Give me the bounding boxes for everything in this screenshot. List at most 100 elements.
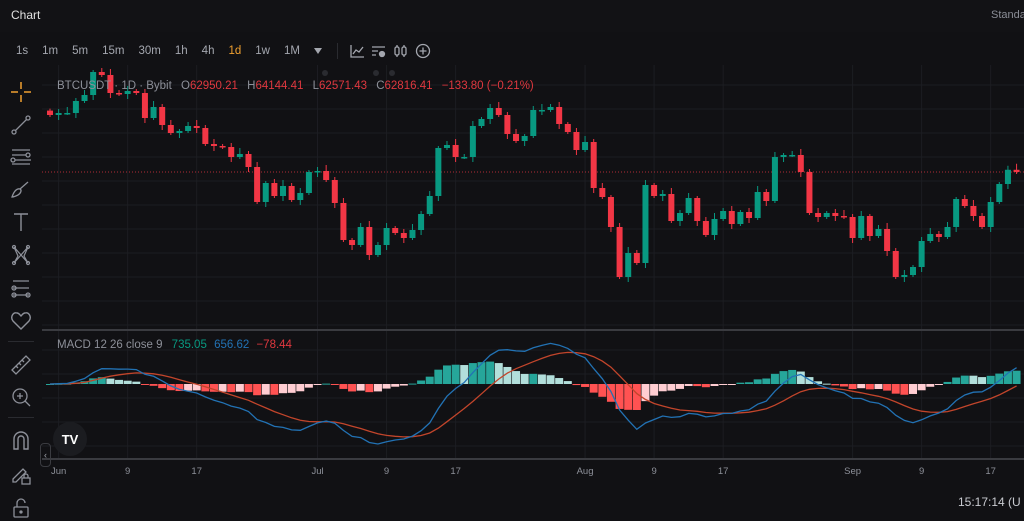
macd-histogram-bar (382, 384, 391, 389)
brush-icon[interactable] (8, 177, 34, 203)
open-label: O (181, 80, 190, 92)
lock-drawings-icon[interactable] (8, 462, 34, 488)
timeframe-5m[interactable]: 5m (72, 45, 89, 57)
macd-histogram-bar (494, 363, 503, 384)
candle-body (202, 128, 209, 144)
candle-body (193, 126, 200, 128)
timeframe-1s[interactable]: 1s (16, 45, 29, 57)
macd-histogram-bar (115, 379, 124, 384)
macd-title[interactable]: MACD 12 26 close 9 (57, 339, 163, 351)
macd-histogram-bar (244, 384, 253, 393)
macd-histogram-bar (822, 383, 831, 385)
candle-body (599, 188, 606, 197)
chart-settings-icon[interactable] (368, 41, 390, 61)
candles-icon[interactable] (390, 41, 412, 61)
add-icon[interactable] (412, 41, 434, 61)
candle-body (124, 91, 131, 94)
macd-line (49, 342, 1017, 445)
candle-body (780, 155, 787, 157)
candle-body (150, 107, 157, 118)
candle-body (875, 229, 882, 236)
macd-histogram-bar (969, 375, 978, 384)
candle-body (815, 213, 822, 217)
macd-histogram-bar (814, 381, 823, 384)
candle-body (262, 183, 269, 202)
high-label: H (247, 80, 256, 92)
candle-body (435, 148, 442, 196)
candle-body (625, 253, 632, 277)
timeframe-1m[interactable]: 1m (42, 45, 59, 57)
candle-body (47, 110, 53, 115)
macd-histogram-bar (123, 380, 132, 384)
timeframe-15m[interactable]: 15m (102, 45, 125, 57)
candle-body (443, 145, 450, 148)
symbol-title[interactable]: BTCUSDT · 1D · Bybit (57, 80, 172, 92)
candle-body (418, 214, 425, 230)
macd-histogram-bar (477, 362, 486, 384)
macd-value-1: 735.05 (171, 339, 207, 351)
candle-body (884, 229, 891, 251)
tradingview-logo[interactable]: TV (53, 422, 87, 456)
macd-histogram-bar (184, 384, 193, 391)
candle-body (676, 213, 683, 221)
macd-histogram-bar (753, 379, 762, 384)
macd-histogram-bar (736, 382, 745, 384)
macd-histogram-bar (555, 378, 564, 384)
macd-histogram-bar (615, 384, 624, 409)
macd-histogram-bar (373, 384, 382, 392)
candle-body (521, 136, 528, 141)
macd-histogram-bar (322, 383, 331, 385)
timeframe-1h[interactable]: 1h (174, 45, 188, 57)
candle-body (383, 228, 390, 245)
macd-histogram-bar (209, 384, 218, 392)
macd-value-3: −78.44 (256, 339, 292, 351)
candle-body (1004, 169, 1011, 184)
chevron-down-icon[interactable] (307, 41, 329, 61)
candle-body (81, 95, 88, 101)
trend-line-icon[interactable] (8, 112, 34, 138)
candle-body (426, 196, 433, 214)
candle-body (167, 125, 174, 133)
high-value: 64144.41 (255, 80, 304, 92)
timeframe-1w[interactable]: 1w (255, 45, 270, 57)
candle-body (487, 108, 494, 119)
candle-body (996, 184, 1003, 202)
candle-body (331, 180, 338, 203)
timeframe-30m[interactable]: 30m (138, 45, 161, 57)
candle-body (452, 145, 459, 157)
chart-canvas[interactable] (42, 65, 1024, 460)
fib-lines-icon[interactable] (8, 144, 34, 170)
collapse-toolbar-button[interactable]: ‹ (40, 443, 51, 467)
layout-selector[interactable]: Standa (991, 9, 1024, 21)
indicators-icon[interactable] (346, 41, 368, 61)
time-tick-label: Sep (844, 466, 862, 477)
candle-body (98, 72, 105, 75)
timeframe-1d[interactable]: 1d (228, 45, 242, 57)
timeframe-1M[interactable]: 1M (283, 45, 300, 57)
candle-body (185, 126, 192, 131)
macd-value-2: 656.62 (214, 339, 250, 351)
macd-histogram-bar (339, 384, 348, 389)
toolbar-divider (336, 43, 338, 59)
pattern-icon[interactable] (8, 242, 34, 268)
forecast-icon[interactable] (8, 275, 34, 301)
clock[interactable]: 15:17:14 (U (958, 495, 1021, 509)
candle-body (573, 132, 580, 150)
candle-body (55, 113, 62, 115)
macd-histogram-bar (684, 384, 693, 386)
candle-body (711, 219, 718, 235)
candle-body (64, 113, 71, 115)
crosshair-icon[interactable] (8, 79, 34, 105)
macd-histogram-bar (451, 364, 460, 384)
toolbar-divider (8, 341, 34, 342)
candle-body (927, 234, 934, 241)
magnet-icon[interactable] (8, 427, 34, 453)
heart-icon[interactable] (8, 308, 34, 334)
zoom-in-icon[interactable] (8, 384, 34, 410)
ruler-icon[interactable] (8, 352, 34, 378)
macd-histogram-bar (442, 365, 451, 384)
text-icon[interactable] (8, 209, 34, 235)
timeframe-4h[interactable]: 4h (201, 45, 215, 57)
candle-body (892, 251, 899, 277)
unlock-icon[interactable] (8, 495, 34, 521)
